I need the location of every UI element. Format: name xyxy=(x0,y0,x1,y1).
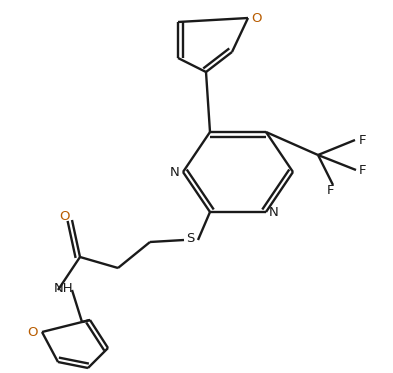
Text: S: S xyxy=(186,232,194,244)
Text: F: F xyxy=(359,163,367,176)
Text: F: F xyxy=(327,185,335,197)
Text: NH: NH xyxy=(54,282,74,295)
Text: N: N xyxy=(269,206,279,219)
Text: N: N xyxy=(170,166,180,179)
Text: O: O xyxy=(251,12,261,25)
Text: O: O xyxy=(27,326,37,339)
Text: O: O xyxy=(59,210,69,223)
Text: F: F xyxy=(358,134,366,147)
